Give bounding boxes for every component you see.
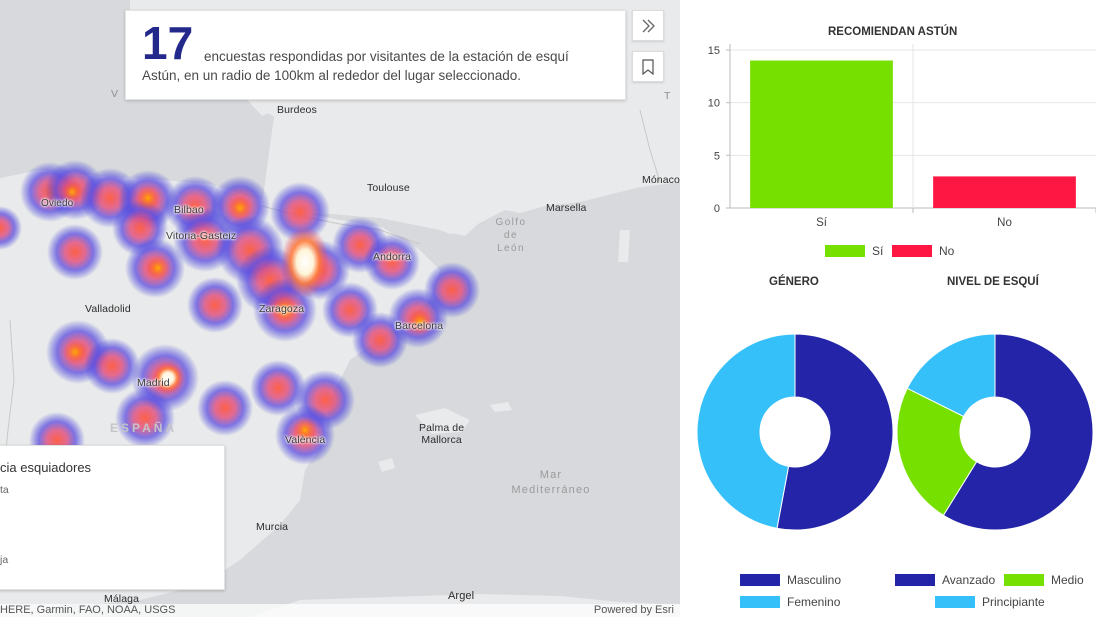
charts-panel: 0 5 10 15 Sí No RECOMIENDAN ASTÚN Sí No GÉNER… (680, 0, 1096, 617)
legend-swatch-femenino (740, 596, 780, 608)
gender-legend-femenino[interactable]: Femenino (740, 595, 840, 609)
gender-legend-masculino[interactable]: Masculino (740, 573, 841, 587)
bar-si[interactable] (750, 60, 893, 209)
city-label-andorra: Andorra (373, 251, 412, 263)
city-label-valladolid: Valladolid (85, 303, 131, 315)
land-ibiza (378, 458, 395, 472)
city-label-valencia: València (285, 434, 326, 446)
land-corsica (618, 230, 630, 262)
gender-slice-femenino[interactable] (696, 333, 796, 529)
heatmap-layer (0, 160, 480, 468)
y-tick-label: 15 (708, 45, 720, 57)
survey-count: 17 (142, 17, 194, 69)
charts-canvas: 0 5 10 15 Sí No (696, 44, 1096, 531)
legend-swatch-masculino (740, 574, 780, 586)
map-edge-label-left: V (111, 88, 119, 100)
expand-panel-button[interactable] (632, 10, 664, 41)
ski-level-slice-medio[interactable] (896, 387, 978, 517)
city-label-barcelona: Barcelona (395, 320, 444, 332)
x-tick-label: Sí (816, 217, 828, 229)
city-label-oviedo: Oviedo (41, 198, 74, 209)
legend-swatch-avanzado (895, 574, 935, 586)
survey-info-text-line1: encuestas respondidas por visitantes de … (204, 49, 569, 64)
legend-swatch-principiante (935, 596, 975, 608)
recommend-legend-no[interactable]: No (892, 244, 954, 258)
map-edge-label-right: T (664, 90, 671, 102)
bookmark-button[interactable] (632, 51, 664, 82)
chevron-double-right-icon (642, 19, 655, 32)
heatmap-legend-card: cia esquiadores ta ja (0, 445, 225, 590)
survey-info-card: 17 encuestas respondidas por visitantes … (125, 10, 626, 100)
city-label-zaragoza: Zaragoza (259, 303, 305, 315)
ski-level-chart-title: NIVEL DE ESQUÍ (947, 276, 1039, 288)
bookmark-icon (642, 58, 654, 75)
ski-level-slice-avanzado[interactable] (942, 333, 1094, 531)
city-label-marsella: Marsella (546, 202, 587, 214)
y-tick-label: 10 (708, 98, 720, 110)
heatmap-map[interactable]: Burdeos Toulouse Marsella Mónaco Oviedo … (0, 0, 680, 617)
city-label-palma: Palma de Mallorca (419, 422, 465, 446)
land-menorca (490, 402, 512, 412)
legend-label-masculino: Masculino (787, 573, 842, 587)
legend-label-no: No (939, 244, 955, 258)
recommend-chart-title: RECOMIENDAN ASTÚN (828, 26, 958, 38)
bar-no[interactable] (933, 176, 1076, 208)
heatmap-legend-high-label: ta (0, 484, 9, 496)
city-label-vitoria: Vitoria-Gasteiz (166, 230, 237, 242)
ski-legend-principiante[interactable]: Principiante (935, 595, 1045, 609)
country-label-espana: ESPAÑA (110, 421, 178, 435)
city-label-malaga: Málaga (104, 593, 140, 605)
city-label-toulouse: Toulouse (367, 182, 410, 194)
sea-label-mediterraneo: Mar Mediterráneo (511, 469, 591, 496)
legend-label-principiante: Principiante (982, 595, 1045, 609)
survey-info-text-line2: Astún, en un radio de 100km al rededor d… (142, 68, 521, 83)
heatmap-legend-low-label: ja (0, 554, 9, 566)
city-label-argel: Argel (448, 590, 475, 602)
powered-by-esri[interactable]: Powered by Esri (593, 604, 674, 616)
city-label-madrid: Madrid (137, 377, 170, 389)
ski-legend-medio[interactable]: Medio (1004, 573, 1084, 587)
legend-swatch-no (892, 245, 932, 257)
legend-swatch-medio (1004, 574, 1044, 586)
heatmap-legend-title: cia esquiadores (0, 460, 92, 475)
map-attribution-bar: HERE, Garmin, FAO, NOAA, USGS Powered by… (0, 604, 680, 617)
city-label-bilbao: Bilbao (174, 204, 204, 216)
legend-label-avanzado: Avanzado (942, 573, 996, 587)
legend-label-yes: Sí (872, 244, 884, 258)
land-mallorca (415, 408, 470, 434)
ski-level-slice-principiante[interactable] (906, 333, 996, 418)
ski-legend-avanzado[interactable]: Avanzado (895, 573, 995, 587)
x-tick-label: No (997, 217, 1012, 229)
legend-swatch-yes (825, 245, 865, 257)
map-attribution-text: HERE, Garmin, FAO, NOAA, USGS (0, 604, 176, 616)
y-tick-label: 0 (714, 203, 720, 215)
city-label-murcia: Murcia (256, 521, 289, 533)
legend-label-medio: Medio (1051, 573, 1084, 587)
border-italy (639, 109, 661, 183)
city-label-monaco: Mónaco (642, 174, 680, 186)
gender-slice-masculino[interactable] (776, 333, 894, 531)
legend-label-femenino: Femenino (787, 595, 841, 609)
recommend-legend-yes[interactable]: Sí (825, 244, 883, 258)
city-label-burdeos: Burdeos (277, 104, 317, 116)
sea-label-golfo-de-leon: Golfo de León (495, 217, 527, 254)
y-tick-label: 5 (714, 150, 720, 162)
gender-chart-title: GÉNERO (769, 276, 819, 288)
